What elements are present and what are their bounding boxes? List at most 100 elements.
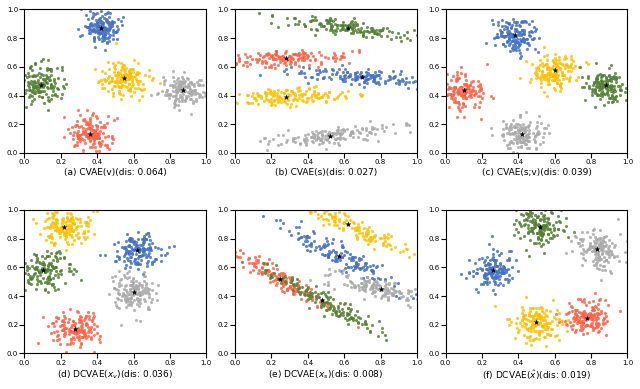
- Point: [362, 274, 372, 280]
- Point: [312, 304, 322, 310]
- Point: [324, 248, 334, 254]
- Point: [307, 137, 317, 144]
- Point: [520, 127, 531, 133]
- Point: [345, 23, 355, 29]
- Point: [521, 247, 531, 253]
- Point: [278, 219, 288, 226]
- Point: [427, 34, 437, 40]
- Point: [477, 255, 488, 261]
- Point: [113, 296, 123, 303]
- Point: [596, 267, 607, 273]
- Point: [358, 84, 369, 90]
- Point: [42, 253, 52, 259]
- Point: [49, 336, 59, 343]
- Point: [532, 212, 543, 219]
- Point: [589, 226, 600, 232]
- Point: [577, 313, 587, 319]
- Point: [386, 285, 396, 291]
- Point: [278, 282, 288, 289]
- Point: [48, 321, 58, 327]
- Point: [88, 13, 98, 19]
- Point: [457, 93, 467, 99]
- Point: [309, 133, 319, 139]
- Point: [83, 133, 93, 140]
- Point: [515, 112, 525, 118]
- Point: [268, 51, 278, 58]
- Point: [31, 252, 41, 258]
- Point: [374, 276, 385, 282]
- Point: [267, 274, 277, 280]
- Point: [303, 290, 314, 296]
- Point: [518, 125, 528, 131]
- Point: [240, 51, 250, 57]
- Point: [40, 217, 50, 224]
- Point: [547, 57, 557, 63]
- Point: [513, 130, 523, 136]
- Point: [529, 325, 539, 331]
- Point: [79, 131, 90, 137]
- Point: [330, 309, 340, 315]
- Point: [602, 81, 612, 87]
- Point: [36, 266, 47, 273]
- Point: [498, 133, 508, 139]
- Point: [605, 77, 615, 83]
- Point: [564, 78, 574, 84]
- Point: [599, 102, 609, 109]
- Point: [323, 300, 333, 307]
- Point: [75, 112, 85, 119]
- Point: [141, 231, 151, 238]
- Point: [48, 215, 58, 221]
- Point: [99, 15, 109, 21]
- Point: [452, 103, 463, 110]
- Point: [361, 278, 371, 284]
- Point: [365, 129, 375, 135]
- Point: [47, 263, 57, 270]
- Point: [481, 281, 492, 287]
- Point: [536, 236, 547, 242]
- Point: [94, 139, 104, 145]
- Point: [509, 32, 519, 38]
- Point: [32, 265, 42, 271]
- Point: [139, 296, 149, 302]
- Point: [294, 70, 304, 77]
- Point: [61, 229, 71, 235]
- Point: [130, 245, 140, 251]
- Point: [480, 261, 490, 268]
- Point: [577, 236, 587, 242]
- Point: [83, 220, 93, 226]
- Point: [351, 231, 362, 238]
- Point: [319, 241, 329, 247]
- Point: [509, 34, 519, 40]
- Point: [500, 124, 511, 131]
- Point: [285, 53, 295, 59]
- Point: [112, 36, 122, 42]
- Point: [169, 77, 179, 84]
- Point: [54, 268, 65, 274]
- Point: [81, 335, 92, 341]
- Point: [23, 271, 33, 277]
- Point: [44, 97, 54, 103]
- Point: [411, 291, 421, 297]
- Point: [118, 67, 129, 73]
- Point: [153, 282, 163, 288]
- Point: [525, 305, 535, 311]
- Point: [185, 90, 195, 96]
- Point: [88, 28, 99, 34]
- Point: [319, 302, 329, 308]
- Point: [88, 208, 99, 214]
- Point: [358, 135, 368, 142]
- Point: [579, 84, 589, 90]
- Point: [446, 84, 456, 91]
- Point: [342, 310, 352, 317]
- Point: [51, 217, 61, 223]
- Point: [129, 74, 139, 80]
- Point: [513, 44, 523, 50]
- Point: [60, 314, 70, 321]
- Point: [346, 30, 356, 37]
- Point: [353, 134, 363, 140]
- Point: [428, 88, 438, 95]
- Point: [524, 252, 534, 259]
- Point: [492, 263, 502, 269]
- Point: [130, 256, 140, 263]
- Point: [168, 88, 179, 94]
